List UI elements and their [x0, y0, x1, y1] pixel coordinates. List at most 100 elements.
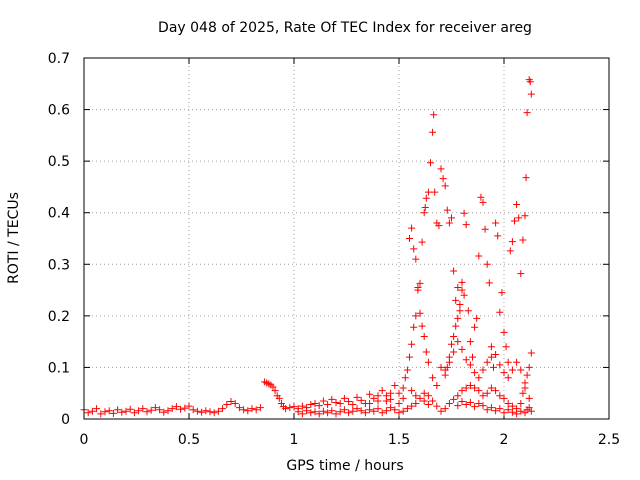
data-point	[412, 392, 420, 400]
data-point	[492, 387, 500, 395]
data-point	[513, 200, 521, 208]
data-point	[324, 409, 332, 417]
data-point	[395, 400, 403, 408]
data-point	[282, 405, 290, 413]
data-point	[519, 389, 527, 397]
y-tick-label: 0.1	[48, 360, 70, 376]
data-point	[490, 363, 497, 371]
data-point	[508, 238, 516, 246]
data-point	[492, 407, 500, 415]
data-point	[500, 328, 508, 336]
data-point	[515, 214, 523, 222]
data-point	[219, 405, 227, 413]
y-tick-labels: 0 0.1 0.2 0.3 0.4 0.5 0.6 0.7	[48, 51, 70, 428]
data-point	[143, 408, 151, 416]
data-point	[202, 407, 210, 415]
data-point	[443, 206, 451, 214]
data-point	[366, 390, 374, 398]
data-point	[466, 361, 474, 369]
data-point	[307, 401, 315, 409]
data-point	[487, 384, 495, 392]
data-point	[450, 348, 458, 356]
data-point	[429, 374, 437, 382]
axis-ticks	[83, 57, 610, 420]
data-point	[332, 410, 340, 418]
data-point	[126, 405, 134, 413]
data-point	[420, 397, 428, 405]
data-point	[357, 407, 365, 415]
data-point	[479, 392, 487, 400]
data-point	[479, 198, 487, 206]
data-point	[387, 395, 395, 403]
data-point	[420, 209, 428, 217]
data-point	[391, 406, 399, 414]
data-point	[437, 407, 445, 415]
data-point	[206, 408, 214, 416]
data-point	[177, 405, 185, 413]
data-point	[500, 369, 508, 377]
data-point	[256, 404, 264, 412]
data-point	[435, 222, 443, 230]
data-point	[487, 404, 495, 412]
data-point	[433, 402, 441, 410]
data-point	[416, 279, 424, 287]
data-point	[483, 389, 491, 397]
data-point	[160, 408, 168, 416]
data-point	[416, 394, 424, 402]
data-point	[527, 90, 535, 98]
data-point	[118, 408, 126, 416]
data-point	[93, 405, 101, 413]
data-point	[101, 408, 109, 416]
data-point	[504, 358, 512, 366]
data-point	[471, 384, 479, 392]
data-point	[164, 407, 172, 415]
data-point	[445, 400, 453, 408]
data-point	[483, 406, 491, 414]
data-point	[214, 407, 222, 415]
data-point	[370, 407, 378, 415]
data-point	[506, 247, 514, 255]
data-point	[275, 394, 283, 402]
data-point	[517, 270, 525, 278]
x-tick-label: 1.5	[388, 432, 410, 448]
data-point	[324, 401, 332, 409]
x-tick-label: 0	[80, 432, 89, 448]
data-point	[315, 410, 323, 418]
data-point	[307, 409, 315, 417]
data-point	[494, 232, 502, 240]
data-point	[441, 182, 449, 190]
data-point	[456, 307, 464, 315]
data-point	[370, 394, 378, 402]
data-point	[401, 374, 409, 382]
data-point	[487, 353, 495, 361]
data-point	[294, 408, 302, 416]
data-point	[431, 188, 439, 196]
data-point	[240, 406, 248, 414]
data-point	[387, 404, 395, 412]
data-point	[473, 314, 481, 322]
data-point	[466, 398, 474, 406]
data-point	[502, 343, 510, 351]
data-point	[519, 236, 527, 244]
plot-frame	[83, 57, 610, 420]
data-point	[303, 407, 311, 415]
data-point	[454, 402, 462, 410]
data-point	[485, 279, 493, 287]
data-point	[475, 252, 483, 260]
data-point	[418, 322, 426, 330]
data-point	[252, 406, 260, 414]
data-point	[424, 188, 432, 196]
data-point	[496, 392, 504, 400]
data-point	[248, 405, 256, 413]
data-point	[517, 400, 525, 408]
data-point	[210, 409, 218, 417]
data-point	[193, 407, 201, 415]
data-point	[462, 384, 470, 392]
data-point	[441, 405, 449, 413]
x-tick-label: 2.5	[598, 432, 620, 448]
data-point	[410, 245, 418, 253]
data-point	[504, 406, 512, 414]
data-point	[526, 78, 534, 86]
y-tick-label: 0.7	[48, 51, 70, 67]
data-point	[420, 332, 428, 340]
